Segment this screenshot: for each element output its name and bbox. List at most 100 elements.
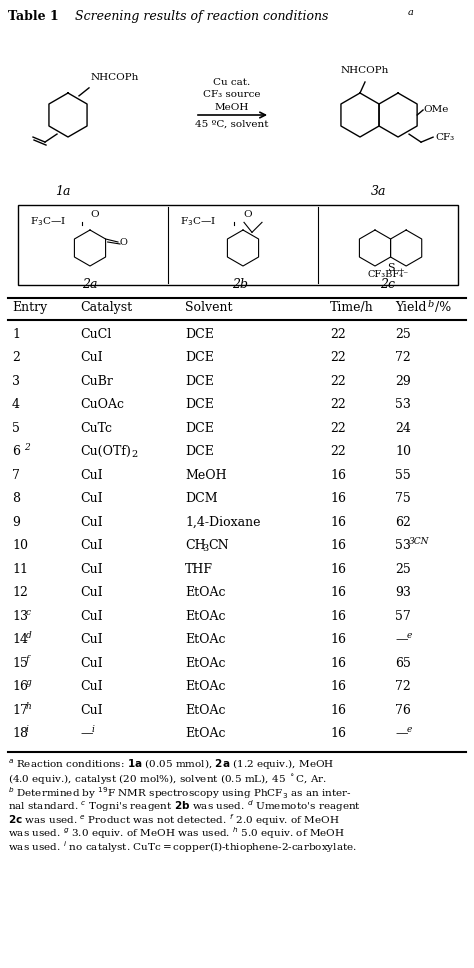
Text: 10: 10 bbox=[12, 539, 28, 553]
Text: CF₃BF₄⁻: CF₃BF₄⁻ bbox=[367, 270, 409, 279]
Text: 12: 12 bbox=[12, 587, 28, 599]
Text: CuI: CuI bbox=[80, 633, 103, 647]
Text: OMe: OMe bbox=[423, 106, 448, 114]
Text: 2c: 2c bbox=[381, 278, 395, 291]
Text: 7: 7 bbox=[12, 469, 20, 482]
Text: 16: 16 bbox=[330, 657, 346, 670]
Text: 2a: 2a bbox=[82, 278, 98, 291]
Text: e: e bbox=[407, 631, 412, 641]
Text: Cu cat.: Cu cat. bbox=[213, 78, 251, 87]
Text: CuTc: CuTc bbox=[80, 422, 112, 435]
Text: 16: 16 bbox=[330, 516, 346, 529]
Text: 15: 15 bbox=[12, 657, 28, 670]
Text: 16: 16 bbox=[330, 727, 346, 741]
Text: EtOAc: EtOAc bbox=[185, 633, 226, 647]
Text: 29: 29 bbox=[395, 375, 411, 388]
Text: 14: 14 bbox=[12, 633, 28, 647]
Text: EtOAc: EtOAc bbox=[185, 727, 226, 741]
Text: 72: 72 bbox=[395, 351, 411, 364]
Text: Catalyst: Catalyst bbox=[80, 301, 132, 314]
Text: 18: 18 bbox=[12, 727, 28, 741]
Text: CuI: CuI bbox=[80, 493, 103, 505]
Text: 22: 22 bbox=[330, 399, 346, 411]
Text: 93: 93 bbox=[395, 587, 411, 599]
Text: DCE: DCE bbox=[185, 351, 214, 364]
Text: CuI: CuI bbox=[80, 469, 103, 482]
Text: 24: 24 bbox=[395, 422, 411, 435]
Text: CuBr: CuBr bbox=[80, 375, 113, 388]
Text: 13: 13 bbox=[12, 610, 28, 622]
Text: 22: 22 bbox=[330, 445, 346, 459]
Text: $^a$ Reaction conditions: $\mathbf{1a}$ (0.05 mmol), $\mathbf{2a}$ (1.2 equiv.),: $^a$ Reaction conditions: $\mathbf{1a}$ … bbox=[8, 758, 334, 772]
Text: 10: 10 bbox=[395, 445, 411, 459]
Text: DCE: DCE bbox=[185, 328, 214, 341]
Text: NHCOPh: NHCOPh bbox=[341, 66, 389, 75]
Text: CuI: CuI bbox=[80, 657, 103, 670]
Text: CF₃: CF₃ bbox=[435, 133, 454, 141]
Text: 16: 16 bbox=[330, 539, 346, 553]
Text: 22: 22 bbox=[330, 351, 346, 364]
Text: h: h bbox=[26, 702, 32, 711]
Text: 53: 53 bbox=[395, 539, 411, 553]
Text: 16: 16 bbox=[330, 681, 346, 693]
Text: —: — bbox=[395, 727, 408, 741]
Text: was used. $^g$ 3.0 equiv. of MeOH was used. $^h$ 5.0 equiv. of MeOH: was used. $^g$ 3.0 equiv. of MeOH was us… bbox=[8, 826, 345, 841]
Text: 22: 22 bbox=[330, 422, 346, 435]
Text: CuOAc: CuOAc bbox=[80, 399, 124, 411]
Text: Cu(OTf): Cu(OTf) bbox=[80, 445, 131, 459]
Text: CuI: CuI bbox=[80, 539, 103, 553]
Text: CuI: CuI bbox=[80, 563, 103, 576]
Text: e: e bbox=[407, 725, 412, 735]
Text: 45 ºC, solvent: 45 ºC, solvent bbox=[195, 120, 269, 129]
Text: DCE: DCE bbox=[185, 445, 214, 459]
Text: b: b bbox=[428, 300, 434, 309]
Text: Time/h: Time/h bbox=[330, 301, 374, 314]
Text: 2: 2 bbox=[131, 450, 137, 460]
Text: CuI: CuI bbox=[80, 681, 103, 693]
Text: /%: /% bbox=[435, 301, 451, 314]
Text: 16: 16 bbox=[330, 610, 346, 622]
Text: 2: 2 bbox=[24, 443, 30, 452]
Text: NHCOPh: NHCOPh bbox=[91, 73, 139, 82]
Text: —: — bbox=[395, 633, 408, 647]
Text: 16: 16 bbox=[330, 633, 346, 647]
Text: Entry: Entry bbox=[12, 301, 47, 314]
Text: DCE: DCE bbox=[185, 399, 214, 411]
Text: f: f bbox=[26, 655, 29, 664]
Text: 11: 11 bbox=[12, 563, 28, 576]
Text: 17: 17 bbox=[12, 704, 28, 717]
Text: CH: CH bbox=[185, 539, 206, 553]
Text: 3: 3 bbox=[202, 544, 208, 554]
Text: CuI: CuI bbox=[80, 351, 103, 364]
Bar bbox=[18, 205, 458, 285]
Text: Yield: Yield bbox=[395, 301, 427, 314]
Text: 16: 16 bbox=[330, 493, 346, 505]
Text: (4.0 equiv.), catalyst (20 mol%), solvent (0.5 mL), 45 $^\circ$C, Ar.: (4.0 equiv.), catalyst (20 mol%), solven… bbox=[8, 771, 327, 785]
Text: O: O bbox=[120, 238, 128, 247]
Text: DCE: DCE bbox=[185, 422, 214, 435]
Text: i: i bbox=[92, 725, 95, 735]
Text: 62: 62 bbox=[395, 516, 411, 529]
Text: 9: 9 bbox=[12, 516, 20, 529]
Text: nal standard. $^c$ Togni's reagent $\mathbf{2b}$ was used. $^d$ Umemoto's reagen: nal standard. $^c$ Togni's reagent $\mat… bbox=[8, 799, 361, 814]
Text: g: g bbox=[26, 679, 32, 687]
Text: 3CN: 3CN bbox=[409, 537, 429, 546]
Text: 65: 65 bbox=[395, 657, 411, 670]
Text: 4: 4 bbox=[12, 399, 20, 411]
Text: Screening results of reaction conditions: Screening results of reaction conditions bbox=[67, 10, 328, 23]
Text: 16: 16 bbox=[330, 704, 346, 717]
Text: CuCl: CuCl bbox=[80, 328, 111, 341]
Text: 16: 16 bbox=[330, 563, 346, 576]
Text: 3: 3 bbox=[12, 375, 20, 388]
Text: EtOAc: EtOAc bbox=[185, 657, 226, 670]
Text: 6: 6 bbox=[12, 445, 20, 459]
Text: 8: 8 bbox=[12, 493, 20, 505]
Text: 76: 76 bbox=[395, 704, 411, 717]
Text: THF: THF bbox=[185, 563, 213, 576]
Text: EtOAc: EtOAc bbox=[185, 704, 226, 717]
Text: 2: 2 bbox=[12, 351, 20, 364]
Text: 2b: 2b bbox=[232, 278, 248, 291]
Text: 16: 16 bbox=[330, 469, 346, 482]
Text: F$_3$C—I: F$_3$C—I bbox=[180, 215, 216, 227]
Text: Solvent: Solvent bbox=[185, 301, 233, 314]
